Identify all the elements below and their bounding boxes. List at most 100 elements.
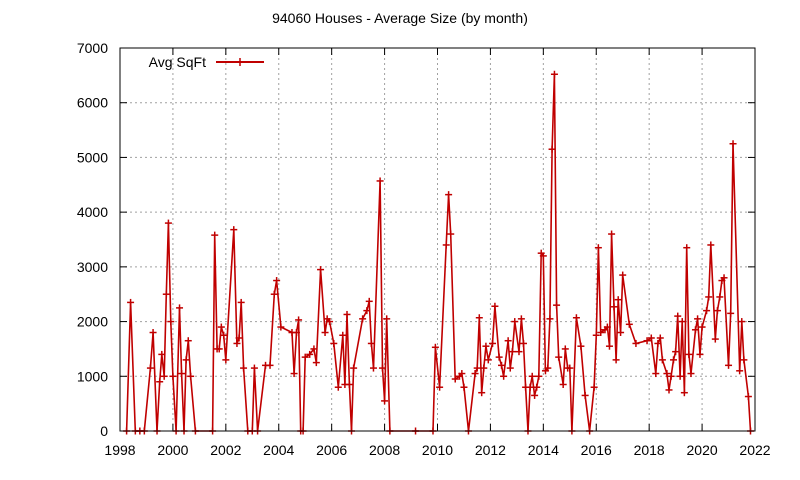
data-point xyxy=(160,372,168,380)
data-point xyxy=(127,298,135,306)
data-point xyxy=(716,293,724,301)
data-point xyxy=(656,334,664,342)
x-tick-label: 2022 xyxy=(739,442,770,458)
data-point xyxy=(321,329,329,337)
data-point xyxy=(608,230,616,238)
y-tick-label: 5000 xyxy=(77,149,108,165)
data-point xyxy=(691,326,699,334)
data-point xyxy=(451,375,459,383)
data-point xyxy=(665,386,673,394)
data-point xyxy=(720,274,728,282)
data-point xyxy=(612,356,620,364)
data-point xyxy=(484,356,492,364)
data-point xyxy=(217,323,225,331)
data-point xyxy=(233,339,241,347)
data-point xyxy=(310,345,318,353)
data-point xyxy=(178,370,186,378)
x-tick-label: 2002 xyxy=(210,442,241,458)
data-point xyxy=(614,296,622,304)
data-point xyxy=(658,356,666,364)
data-point xyxy=(654,339,662,347)
y-tick-label: 1000 xyxy=(77,368,108,384)
data-point xyxy=(266,361,274,369)
data-point xyxy=(619,271,627,279)
data-point xyxy=(222,356,230,364)
data-point xyxy=(581,391,589,399)
data-point xyxy=(744,393,752,401)
data-point xyxy=(663,370,671,378)
data-point xyxy=(680,389,688,397)
data-point xyxy=(367,339,375,347)
data-point xyxy=(508,348,516,356)
data-point xyxy=(220,331,228,339)
data-point xyxy=(713,307,721,315)
y-tick-label: 2000 xyxy=(77,314,108,330)
data-point xyxy=(683,244,691,252)
x-tick-label: 1998 xyxy=(104,442,135,458)
data-point xyxy=(498,361,506,369)
data-point xyxy=(162,290,170,298)
data-point xyxy=(273,277,281,285)
y-tick-label: 7000 xyxy=(77,40,108,56)
data-point xyxy=(500,372,508,380)
data-point xyxy=(605,342,613,350)
data-point xyxy=(652,370,660,378)
data-point xyxy=(506,364,514,372)
data-point xyxy=(277,323,285,331)
data-point xyxy=(158,350,166,358)
data-point xyxy=(156,378,164,386)
y-tick-label: 0 xyxy=(100,423,108,439)
data-point xyxy=(176,304,184,312)
data-point xyxy=(182,356,190,364)
data-point xyxy=(711,335,719,343)
data-point xyxy=(295,316,303,324)
data-point xyxy=(326,318,334,326)
data-point xyxy=(705,293,713,301)
data-point xyxy=(169,372,177,380)
data-point xyxy=(676,372,684,380)
data-point xyxy=(548,145,556,153)
data-point xyxy=(738,318,746,326)
y-tick-label: 6000 xyxy=(77,95,108,111)
series-line xyxy=(125,73,752,432)
data-point xyxy=(378,364,386,372)
data-point xyxy=(603,323,611,331)
data-point xyxy=(592,331,600,339)
data-point xyxy=(504,337,512,345)
x-tick-label: 2010 xyxy=(422,442,453,458)
data-point xyxy=(230,226,238,234)
chart-title: 94060 Houses - Average Size (by month) xyxy=(272,10,528,26)
data-point xyxy=(235,334,243,342)
data-point xyxy=(436,383,444,391)
data-point xyxy=(306,350,314,358)
x-tick-label: 2000 xyxy=(157,442,188,458)
data-point xyxy=(515,348,523,356)
data-point xyxy=(531,391,539,399)
legend-label: Avg SqFt xyxy=(149,54,206,70)
data-point xyxy=(334,383,342,391)
data-point xyxy=(215,345,223,353)
data-point xyxy=(339,331,347,339)
data-point xyxy=(519,339,527,347)
data-point xyxy=(460,383,468,391)
data-point xyxy=(350,364,358,372)
legend-marker xyxy=(236,58,244,66)
data-point xyxy=(670,356,678,364)
data-point xyxy=(301,353,309,361)
data-point xyxy=(365,297,373,305)
data-point xyxy=(431,343,439,351)
data-point xyxy=(211,231,219,239)
data-point xyxy=(707,241,715,249)
x-tick-label: 2008 xyxy=(369,442,400,458)
data-point xyxy=(517,315,525,323)
data-point xyxy=(149,329,157,337)
data-point xyxy=(533,383,541,391)
data-point xyxy=(167,318,175,326)
data-point xyxy=(703,307,711,315)
y-axis: 0 1000 2000 3000 4000 5000 6000 7000 xyxy=(77,40,755,439)
y-tick-label: 4000 xyxy=(77,204,108,220)
data-point xyxy=(725,361,733,369)
data-point xyxy=(736,367,744,375)
data-point xyxy=(685,350,693,358)
